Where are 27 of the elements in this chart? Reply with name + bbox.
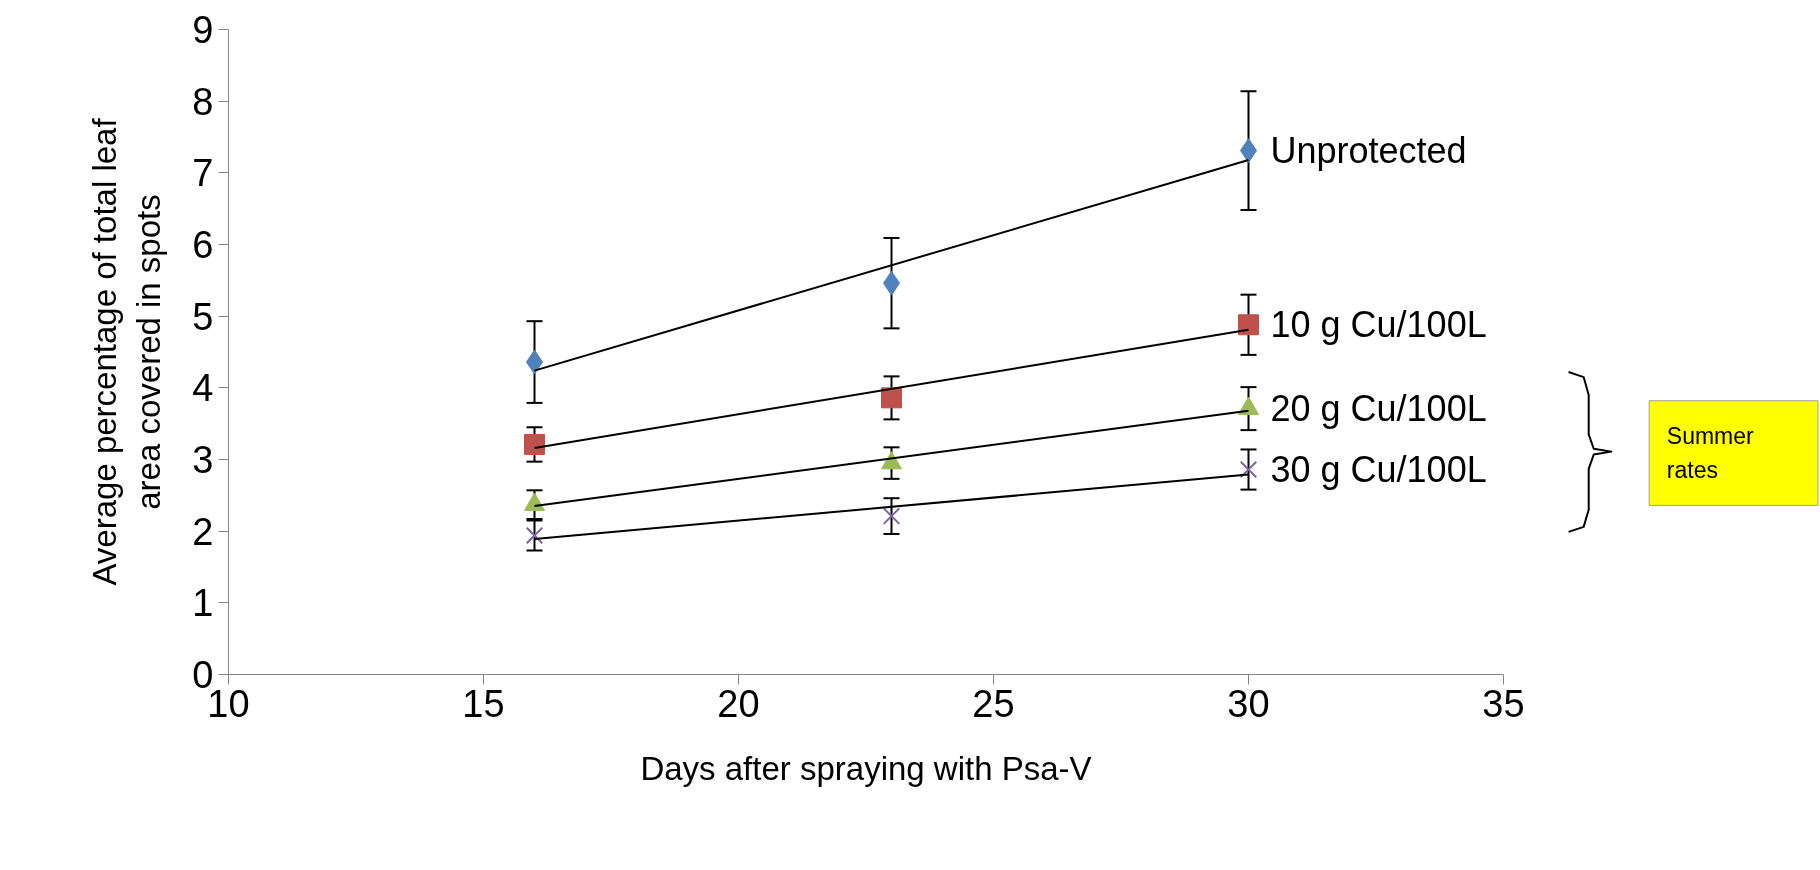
point: [882, 507, 901, 525]
y-tick-label: 2: [192, 510, 214, 553]
x-axis-title: Days after spraying with Psa-V: [640, 749, 1092, 787]
x-tick-label: 25: [972, 682, 1015, 725]
y-axis-title: Average percentage of total leaf area covered in spots: [85, 117, 168, 586]
x-tick-label: 15: [462, 682, 505, 725]
series-label: Unprotected: [1270, 130, 1467, 172]
point: [1239, 460, 1258, 479]
y-tick-label: 5: [192, 295, 214, 338]
series-label: 20 g Cu/100L: [1270, 388, 1487, 430]
point: [525, 526, 544, 545]
point: [881, 387, 902, 409]
text: Summer rates: [1666, 423, 1755, 483]
series-label: 30 g Cu/100L: [1270, 449, 1487, 491]
y-tick-label: 6: [192, 224, 214, 266]
x-tick-label: 30: [1227, 682, 1270, 725]
y-tick-label: 1: [192, 582, 214, 625]
y-tick-label: 8: [192, 80, 214, 123]
y-tick-label: 3: [192, 439, 214, 481]
y-tick-label: 4: [192, 367, 214, 410]
x-tick-label: 35: [1482, 682, 1525, 725]
point: [524, 433, 545, 455]
y-tick-label: 9: [192, 9, 214, 51]
point: [1238, 314, 1259, 336]
y-tick-label: 7: [192, 152, 214, 195]
series-label: 10 g Cu/100L: [1270, 304, 1487, 346]
x-tick-label: 20: [717, 682, 760, 725]
